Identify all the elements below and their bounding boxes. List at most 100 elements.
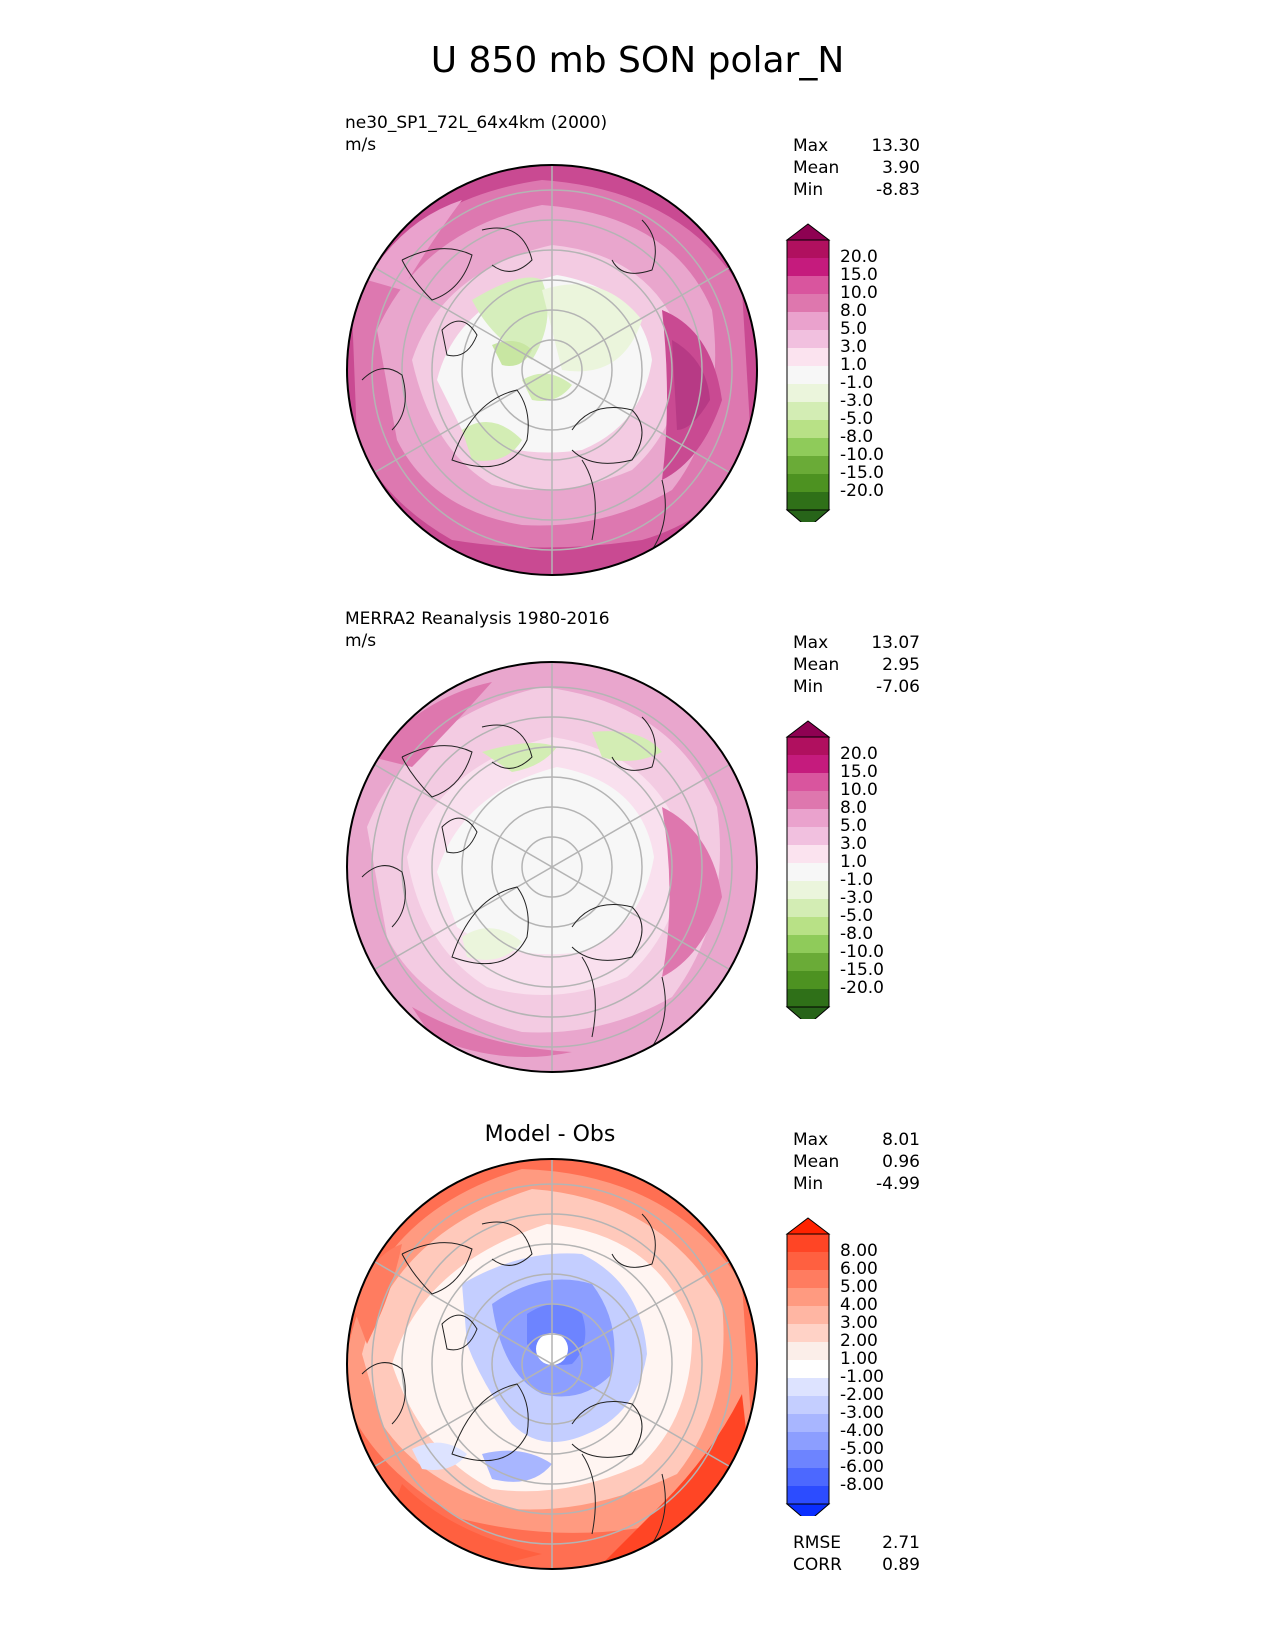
colorbar-segment (787, 492, 829, 511)
colorbar-tick-label: -4.00 (840, 1421, 884, 1441)
colorbar-tick-label: 10.0 (840, 780, 878, 800)
panel-3-graticule (369, 1159, 735, 1569)
colorbar-segment (787, 827, 829, 846)
colorbar-tick-label: 20.0 (840, 247, 878, 267)
colorbar-tick-label: 2.00 (840, 1331, 878, 1351)
colorbar-extend-min (785, 1006, 831, 1019)
colorbar-segment (787, 1306, 829, 1325)
colorbar-segment (787, 773, 829, 792)
colorbar-tick-label: -1.00 (840, 1367, 884, 1387)
panel-1-colorbar (785, 223, 831, 522)
panel-3-stat-mean-label: Mean (793, 1152, 840, 1172)
colorbar-tick-label: 8.0 (840, 301, 868, 321)
colorbar-tick-label: -10.0 (840, 445, 884, 465)
panel-1-graticule (369, 165, 735, 575)
colorbar-tick-label: 6.00 (840, 1259, 878, 1279)
colorbar-tick-label: 1.00 (840, 1349, 878, 1369)
colorbar-segment (787, 953, 829, 972)
panel-2-coastlines (361, 716, 666, 1048)
corr-label: CORR (793, 1555, 842, 1575)
colorbar-frame (786, 736, 830, 1008)
colorbar-segment (787, 1414, 829, 1433)
rmse-label: RMSE (793, 1533, 842, 1553)
colorbar-segment (787, 1252, 829, 1271)
colorbar-segment (787, 366, 829, 385)
colorbar-tick-label: -20.0 (840, 481, 884, 501)
colorbar-tick-label: -10.0 (840, 942, 884, 962)
panel-2-stat-mean-label: Mean (793, 655, 840, 675)
colorbar-segment (787, 240, 829, 259)
colorbar-segment (787, 1396, 829, 1415)
panel-2-stat-mean-value: 2.95 (882, 655, 920, 675)
panel-2-stat-max-value: 13.07 (871, 633, 920, 653)
panel-2-units: m/s (345, 631, 377, 651)
colorbar-tick-label: 15.0 (840, 265, 878, 285)
panel-1-stat-max-value: 13.30 (871, 136, 920, 156)
colorbar-extend-max (785, 1217, 831, 1235)
panel-2-title: MERRA2 Reanalysis 1980-2016 m/s (345, 608, 610, 652)
colorbar-segment (787, 276, 829, 295)
panel-2-colorbar (785, 720, 831, 1019)
colorbar-tick-label: 20.0 (840, 744, 878, 764)
colorbar-tick-label: -1.0 (840, 373, 874, 393)
colorbar-tick-label: -15.0 (840, 463, 884, 483)
colorbar-segment (787, 737, 829, 756)
colorbar-segment (787, 1234, 829, 1253)
colorbar-tick-label: -5.00 (840, 1439, 884, 1459)
panel-3-coastlines (361, 1213, 666, 1545)
panel-3-colorbar (785, 1217, 831, 1516)
colorbar-extend-max (785, 223, 831, 241)
panel-3-stat-min-value: -4.99 (876, 1174, 920, 1194)
colorbar-segment (787, 809, 829, 828)
panel-3-stat-min-label: Min (793, 1174, 824, 1194)
colorbar-segment (787, 474, 829, 493)
colorbar-segment (787, 1450, 829, 1469)
colorbar-segment (787, 1342, 829, 1361)
panel-1-stat-min-label: Min (793, 180, 824, 200)
colorbar-tick-label: 8.0 (840, 798, 868, 818)
colorbar-frame (786, 1233, 830, 1505)
panel-2-dataset: MERRA2 Reanalysis 1980-2016 (345, 609, 610, 629)
colorbar-segment (787, 348, 829, 367)
panel-2-stat-min-value: -7.06 (876, 677, 920, 697)
colorbar-tick-label: -3.00 (840, 1403, 884, 1423)
colorbar-tick-label: -3.0 (840, 888, 874, 908)
colorbar-segment (787, 456, 829, 475)
colorbar-segment (787, 863, 829, 882)
colorbar-extend-min (785, 1503, 831, 1516)
panel-1-polar-map (346, 164, 758, 576)
colorbar-segment (787, 1288, 829, 1307)
panel-3-stat-max-value: 8.01 (882, 1130, 920, 1150)
panel-1-coastlines (361, 219, 666, 551)
panel-2-polar-map (346, 661, 758, 1073)
colorbar-tick-label: 15.0 (840, 762, 878, 782)
colorbar-segment (787, 312, 829, 331)
panel-1-stat-max-label: Max (793, 136, 829, 156)
colorbar-extend-min (785, 509, 831, 522)
colorbar-tick-label: -6.00 (840, 1457, 884, 1477)
colorbar-segment (787, 1468, 829, 1487)
colorbar-tick-label: -1.0 (840, 870, 874, 890)
corr-value: 0.89 (882, 1555, 920, 1575)
panel-1-stat-mean-value: 3.90 (882, 158, 920, 178)
colorbar-segment (787, 881, 829, 900)
colorbar-segment (787, 438, 829, 457)
colorbar-segment (787, 1378, 829, 1397)
panel-1-title: ne30_SP1_72L_64x4km (2000) m/s (345, 112, 607, 156)
colorbar-segment (787, 845, 829, 864)
colorbar-tick-label: -8.0 (840, 427, 874, 447)
colorbar-tick-label: -15.0 (840, 960, 884, 980)
colorbar-tick-label: -2.00 (840, 1385, 884, 1405)
colorbar-segment (787, 258, 829, 277)
colorbar-tick-label: 5.00 (840, 1277, 878, 1297)
colorbar-tick-label: -5.0 (840, 906, 874, 926)
colorbar-tick-label: 3.0 (840, 834, 868, 854)
panel-1-dataset: ne30_SP1_72L_64x4km (2000) (345, 113, 608, 133)
colorbar-frame (786, 239, 830, 511)
colorbar-segment (787, 1486, 829, 1505)
colorbar-segment (787, 402, 829, 421)
colorbar-segment (787, 755, 829, 774)
colorbar-tick-label: 5.0 (840, 319, 868, 339)
colorbar-tick-label: 4.00 (840, 1295, 878, 1315)
rmse-value: 2.71 (882, 1533, 920, 1553)
